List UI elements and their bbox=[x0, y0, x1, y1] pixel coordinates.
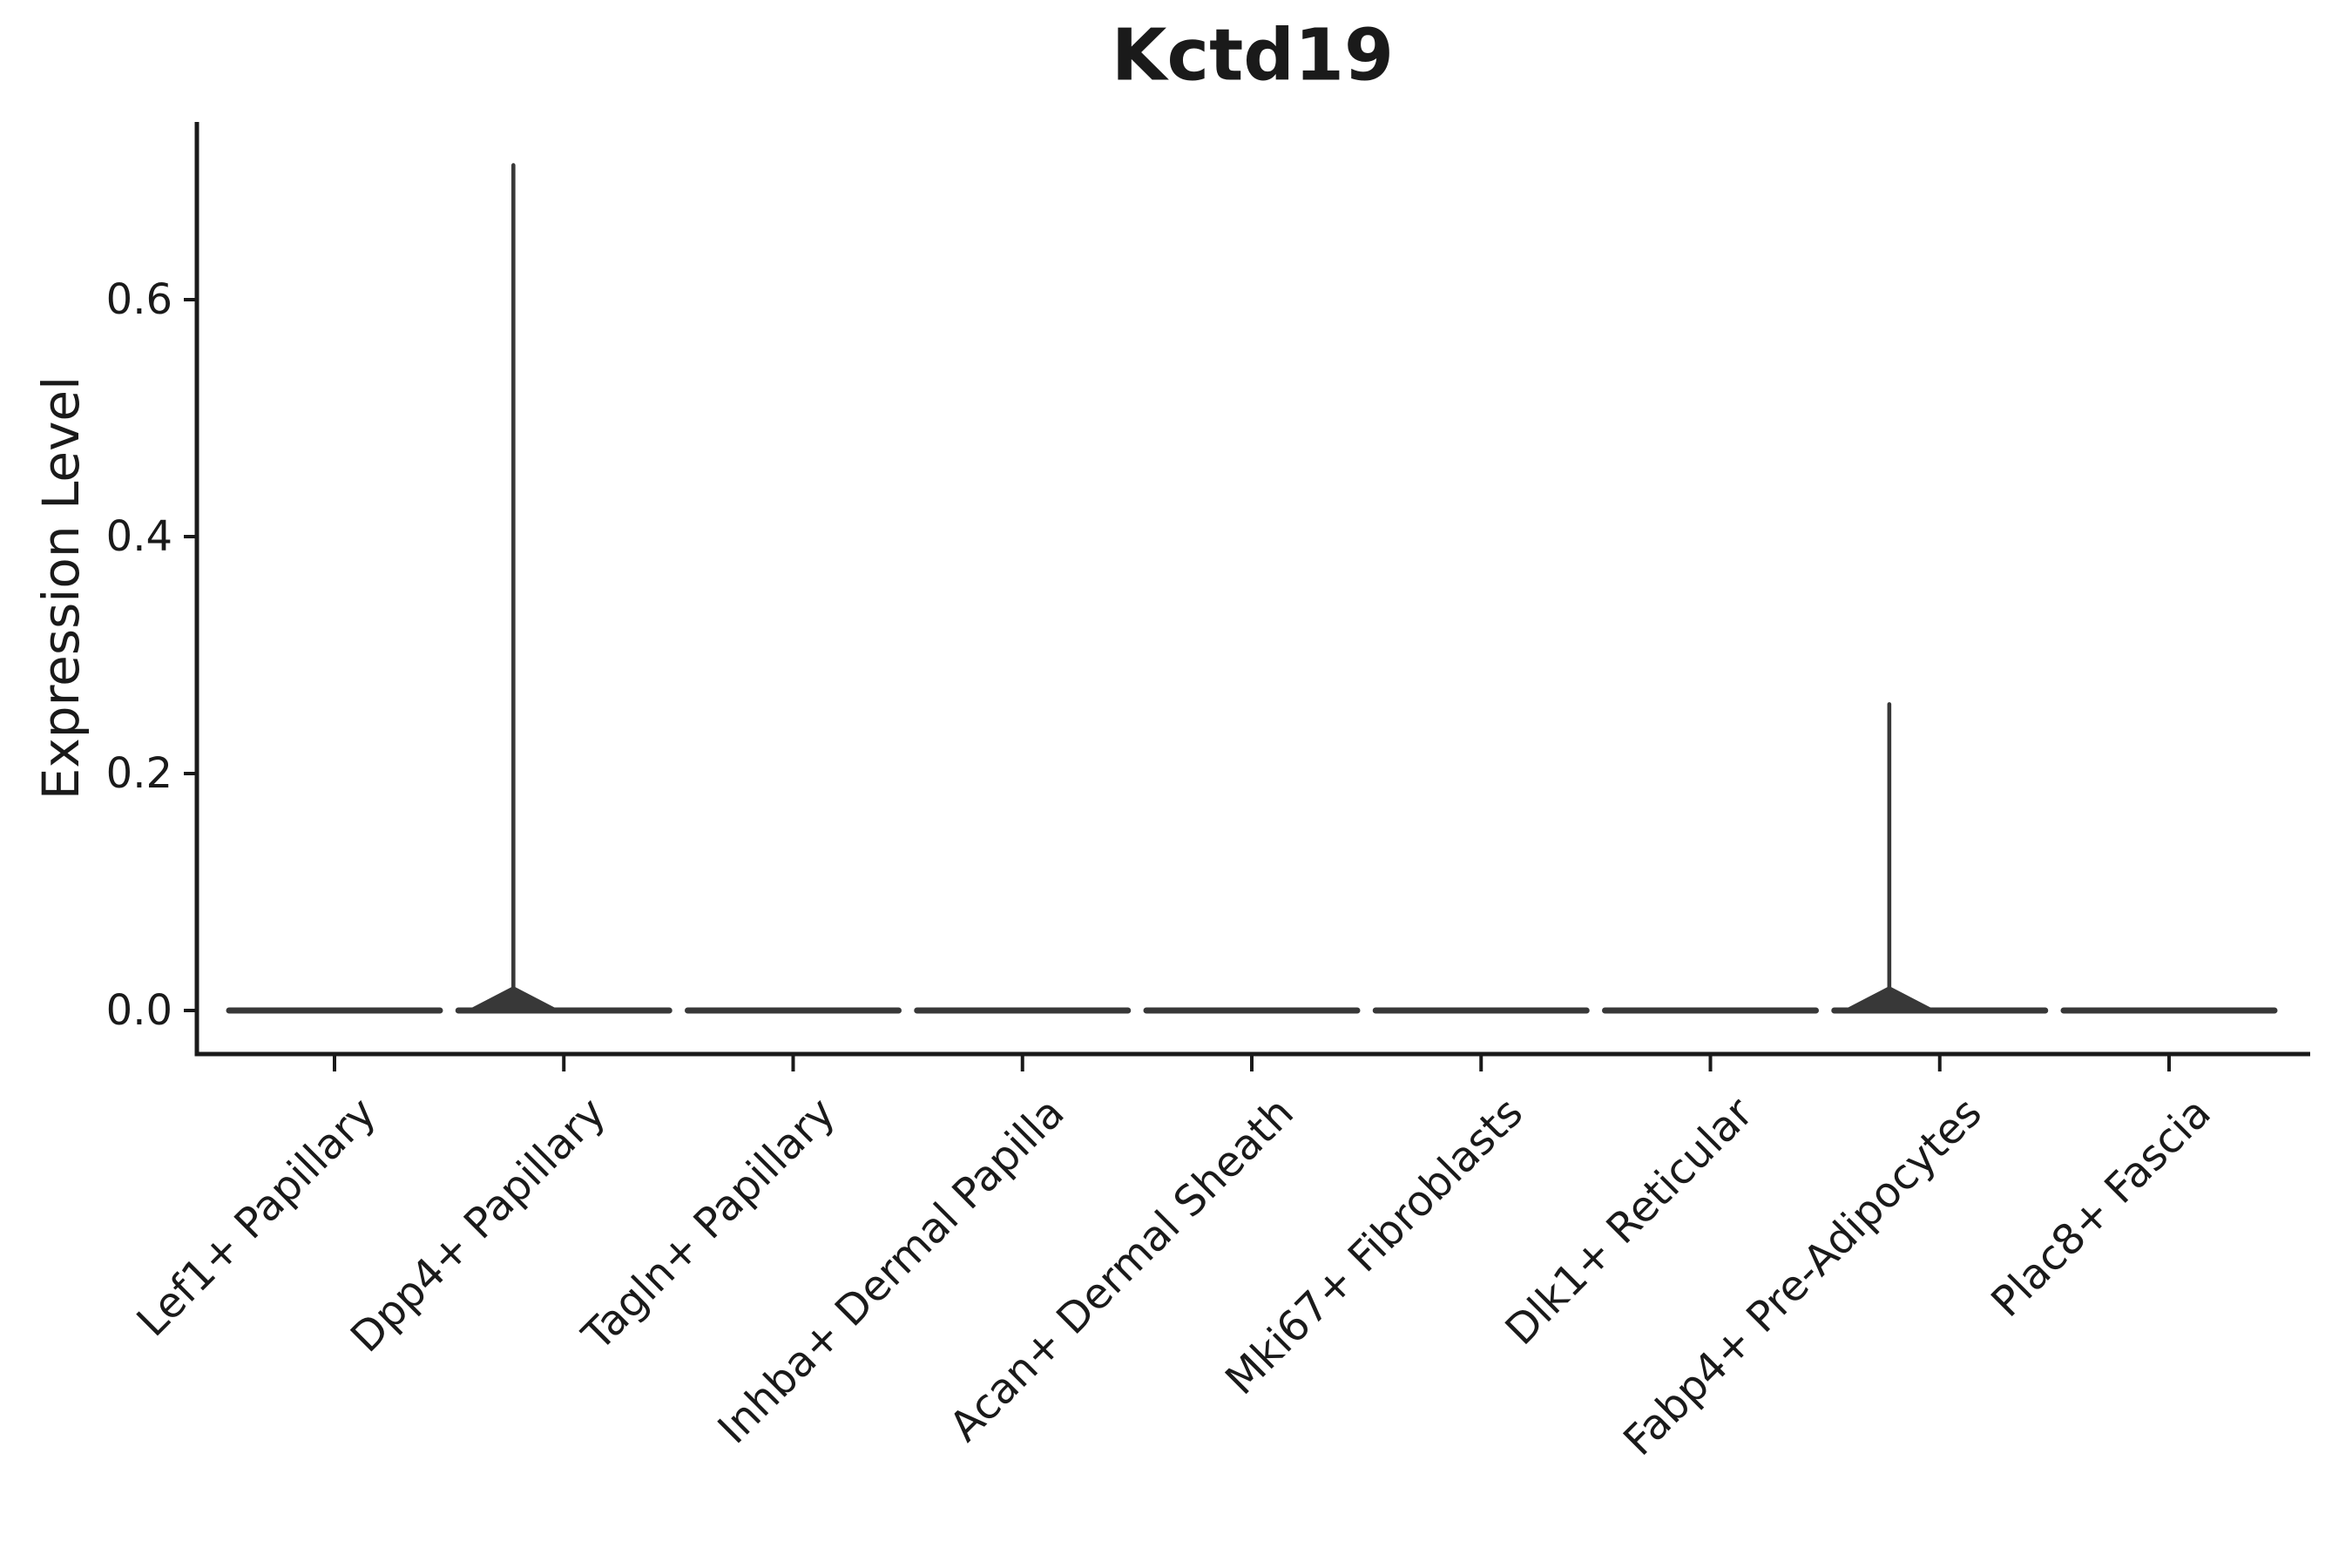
y-axis-label: Expression Level bbox=[31, 375, 91, 801]
y-tick-label-0.6: 0.6 bbox=[105, 275, 172, 324]
y-tick-label-0.2: 0.2 bbox=[105, 749, 172, 798]
y-tick-label-0.4: 0.4 bbox=[105, 512, 172, 561]
chart-title: Kctd19 bbox=[1111, 14, 1395, 98]
y-tick-label-0.0: 0.0 bbox=[105, 986, 172, 1035]
